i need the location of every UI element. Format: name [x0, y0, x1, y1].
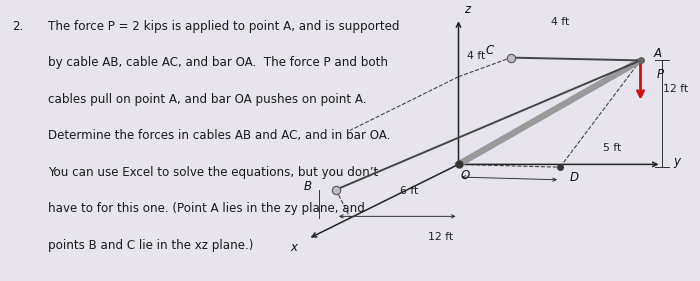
Text: by cable AB, cable AC, and bar OA.  The force P and both: by cable AB, cable AC, and bar OA. The f…	[48, 56, 388, 69]
Text: 2.: 2.	[13, 20, 24, 33]
Text: O: O	[461, 169, 470, 182]
Text: Determine the forces in cables AB and AC, and in bar OA.: Determine the forces in cables AB and AC…	[48, 129, 390, 142]
Text: 4 ft: 4 ft	[467, 51, 485, 61]
Text: y: y	[673, 155, 680, 167]
Text: A: A	[654, 47, 662, 60]
Text: P: P	[657, 68, 664, 81]
Text: 5 ft: 5 ft	[603, 142, 622, 153]
Text: points B and C lie in the xz plane.): points B and C lie in the xz plane.)	[48, 239, 253, 252]
Text: 12 ft: 12 ft	[663, 83, 688, 94]
Text: D: D	[570, 171, 578, 183]
Text: 4 ft: 4 ft	[551, 17, 569, 28]
Text: 12 ft: 12 ft	[428, 232, 454, 243]
Text: The force P = 2 kips is applied to point A, and is supported: The force P = 2 kips is applied to point…	[48, 20, 399, 33]
Text: 6 ft: 6 ft	[400, 186, 419, 196]
Text: x: x	[290, 241, 298, 254]
Text: have to for this one. (Point A lies in the zy plane, and: have to for this one. (Point A lies in t…	[48, 202, 365, 215]
Text: cables pull on point A, and bar OA pushes on point A.: cables pull on point A, and bar OA pushe…	[48, 93, 366, 106]
Text: B: B	[304, 180, 312, 193]
Text: C: C	[486, 44, 494, 57]
Text: z: z	[464, 3, 470, 16]
Text: You can use Excel to solve the equations, but you don’t: You can use Excel to solve the equations…	[48, 166, 378, 179]
